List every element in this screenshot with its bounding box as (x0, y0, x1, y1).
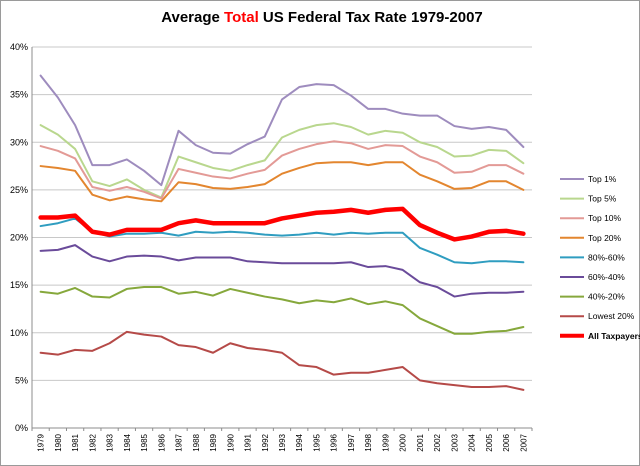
title-highlight: Total (224, 9, 259, 26)
title-prefix: Average (161, 9, 224, 26)
y-tick-label: 25% (10, 185, 28, 195)
x-tick-label: 1984 (123, 433, 132, 451)
legend-label: 40%-20% (588, 292, 625, 302)
series-line-8 (38, 206, 526, 242)
y-tick-label: 5% (15, 375, 28, 385)
legend-label: Top 20% (588, 233, 622, 243)
x-tick-label: 2001 (416, 433, 425, 451)
y-tick-label: 30% (10, 137, 28, 147)
x-tick-label: 2006 (502, 433, 511, 451)
series-line-5 (39, 244, 525, 298)
y-tick-label: 40% (10, 42, 28, 52)
legend: Top 1% Top 5% Top 10% Top 20% 80%-60% 60%-40%… (560, 174, 640, 341)
x-tick-label: 1999 (381, 433, 390, 451)
y-tick-label: 35% (10, 90, 28, 100)
x-tick-label: 2004 (468, 433, 477, 451)
series-line-3 (39, 161, 525, 203)
x-tick-label: 1980 (54, 433, 63, 451)
x-tick-label: 1982 (88, 433, 97, 451)
y-tick-label: 15% (10, 280, 28, 290)
series-line-4 (39, 217, 525, 265)
x-tick-label: 1993 (278, 433, 287, 451)
x-tick-label: 2007 (519, 433, 528, 451)
axes: 0% 5% 10% 15% 20% 25% 30% 35% 40% 1979 1980 1981 198… (10, 42, 533, 452)
x-tick-label: 1995 (312, 433, 321, 451)
x-tick-label: 2000 (399, 433, 408, 451)
x-tick-label: 1986 (157, 433, 166, 451)
series-line-2 (39, 140, 525, 200)
chart-title: Average Total US Federal Tax Rate 1979-2… (161, 9, 483, 26)
legend-label: 80%-60% (588, 252, 625, 262)
x-tick-label: 1989 (209, 433, 218, 451)
legend-label: 60%-40% (588, 272, 625, 282)
legend-label: All Taxpayers (588, 331, 640, 341)
x-tick-label: 1994 (295, 433, 304, 451)
series-line-7 (39, 330, 525, 391)
x-tick-label: 2005 (485, 433, 494, 451)
legend-label: Top 5% (588, 194, 617, 204)
x-tick-label: 2003 (450, 433, 459, 451)
x-tick-label: 1997 (347, 433, 356, 451)
series-line-0 (39, 74, 525, 187)
gridlines (32, 46, 532, 381)
y-tick-label: 20% (10, 233, 28, 243)
x-tick-label: 1991 (244, 433, 253, 451)
x-tick-label: 1983 (106, 433, 115, 451)
x-tick-label: 2002 (433, 433, 442, 451)
x-tick-label: 1988 (192, 433, 201, 451)
legend-label: Top 1% (588, 174, 617, 184)
x-tick-label: 1998 (364, 433, 373, 451)
y-tick-label: 10% (10, 328, 28, 338)
x-tick-label: 1996 (330, 433, 339, 451)
x-tick-label: 1985 (140, 433, 149, 451)
series-line-1 (39, 122, 525, 199)
title-suffix: US Federal Tax Rate 1979-2007 (259, 9, 483, 26)
y-tick-label: 0% (15, 423, 28, 433)
series-lines (38, 74, 526, 391)
series-line-6 (39, 286, 525, 335)
x-tick-label: 1981 (71, 433, 80, 451)
x-tick-label: 1990 (226, 433, 235, 451)
legend-label: Lowest 20% (588, 311, 635, 321)
legend-label: Top 10% (588, 213, 622, 223)
x-tick-label: 1979 (37, 433, 46, 451)
x-tick-label: 1992 (261, 433, 270, 451)
x-tick-label: 1987 (175, 433, 184, 451)
